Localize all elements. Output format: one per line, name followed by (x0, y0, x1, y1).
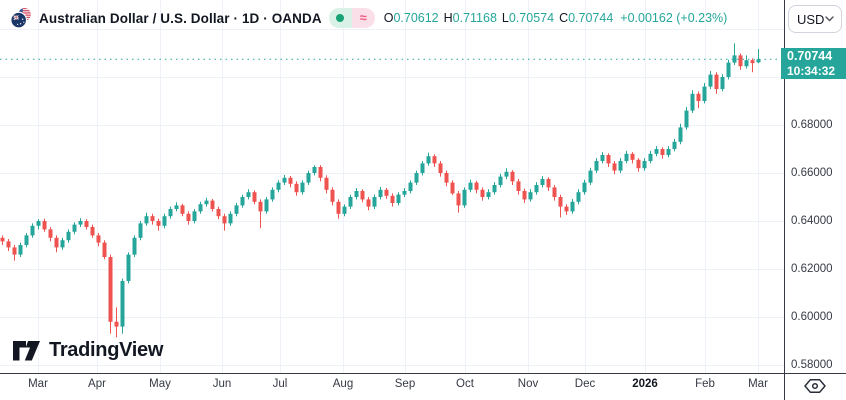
high-label: H (443, 11, 453, 25)
price-tick-label: 0.64000 (791, 215, 833, 227)
time-axis[interactable]: Mar Apr May Jun Jul Aug Sep Oct Nov Dec 2026 Feb Mar (0, 374, 784, 400)
currency-toggle-label: USD (797, 11, 825, 27)
chevron-down-icon (825, 16, 834, 22)
time-tick-label: Oct (456, 378, 474, 390)
candlestick-chart[interactable] (0, 0, 784, 373)
open-value: 0.70612 (393, 11, 439, 25)
tradingview-logo-text: TradingView (49, 339, 164, 361)
time-tick-label: May (149, 378, 171, 390)
time-tick-label: Jul (272, 378, 288, 390)
price-tick-label: 0.68000 (791, 119, 833, 131)
time-tick-label: Jun (212, 378, 232, 390)
ohlc-legend: O0.70612 H0.71168 L0.70574 C0.70744 +0.0… (384, 11, 728, 25)
time-axis-border (0, 373, 846, 374)
low-label: L (501, 11, 509, 25)
currency-toggle-button[interactable]: USD (788, 5, 842, 33)
symbol-header: Australian Dollar / U.S. Dollar · 1D · O… (10, 7, 727, 29)
eye-hexagon-icon (804, 379, 826, 393)
open-label: O (383, 11, 394, 25)
price-axis-border (784, 0, 785, 400)
tradingview-logo[interactable]: TradingView (12, 339, 163, 362)
close-label: C (559, 11, 569, 25)
time-tick-label: Feb (695, 378, 715, 390)
symbol-title[interactable]: Australian Dollar / U.S. Dollar · 1D · O… (39, 10, 322, 26)
price-tick-label: 0.66000 (791, 167, 833, 179)
grid-layer (0, 0, 784, 373)
tradingview-logo-icon (13, 340, 40, 360)
time-tick-label: Aug (332, 378, 354, 390)
high-value: 0.71168 (452, 11, 497, 25)
market-open-dot-icon (328, 8, 352, 28)
price-tick-label: 0.60000 (791, 311, 833, 323)
time-tick-label: Mar (748, 378, 768, 390)
time-tick-label: Apr (88, 378, 106, 390)
aud-usd-flag-icon[interactable] (10, 7, 32, 29)
time-tick-label: Mar (28, 378, 48, 390)
time-tick-label: 2026 (632, 378, 658, 390)
price-tick-label: 0.58000 (791, 359, 833, 371)
candles-series (0, 43, 761, 338)
current-price-badge: 0.70744 10:34:32 (781, 48, 846, 79)
close-value: 0.70744 (568, 11, 614, 25)
bar-countdown-timer: 10:34:32 (787, 64, 836, 78)
time-tick-label: Nov (517, 378, 539, 390)
current-price-value: 0.70744 (787, 49, 833, 63)
low-value: 0.70574 (508, 11, 555, 25)
price-tick-label: 0.62000 (791, 263, 833, 275)
market-status-pill[interactable]: ≈ (328, 8, 375, 28)
time-tick-label: Sep (394, 378, 416, 390)
time-tick-label: Dec (574, 378, 596, 390)
scale-settings-button[interactable] (802, 376, 828, 396)
delayed-data-icon: ≈ (351, 8, 375, 28)
change-value: +0.00162 (+0.23%) (620, 11, 728, 25)
